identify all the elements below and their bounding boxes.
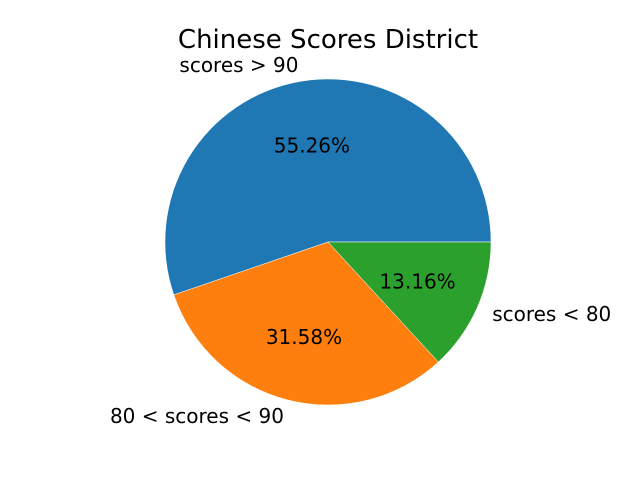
pie-slice-scores-90 — [164, 78, 492, 296]
pie-percent-label-scores-90: 55.26% — [274, 134, 350, 158]
pie-slice-scores-80 — [327, 241, 492, 363]
pie-category-label-80-scores-90: 80 < scores < 90 — [110, 404, 284, 428]
pie-percent-label-scores-80: 13.16% — [379, 269, 455, 293]
pie-slices — [164, 78, 492, 406]
chart-title: Chinese Scores District — [178, 25, 478, 55]
pie-percent-label-80-scores-90: 31.58% — [266, 325, 342, 349]
pie-category-label-scores-90: scores > 90 — [179, 53, 298, 77]
pie-slice-80-scores-90 — [173, 241, 439, 406]
pie-labels: 55.26% scores > 90 31.58% 80 < scores < 90 1… — [110, 53, 611, 428]
pie-category-label-scores-80: scores < 80 — [492, 302, 611, 326]
